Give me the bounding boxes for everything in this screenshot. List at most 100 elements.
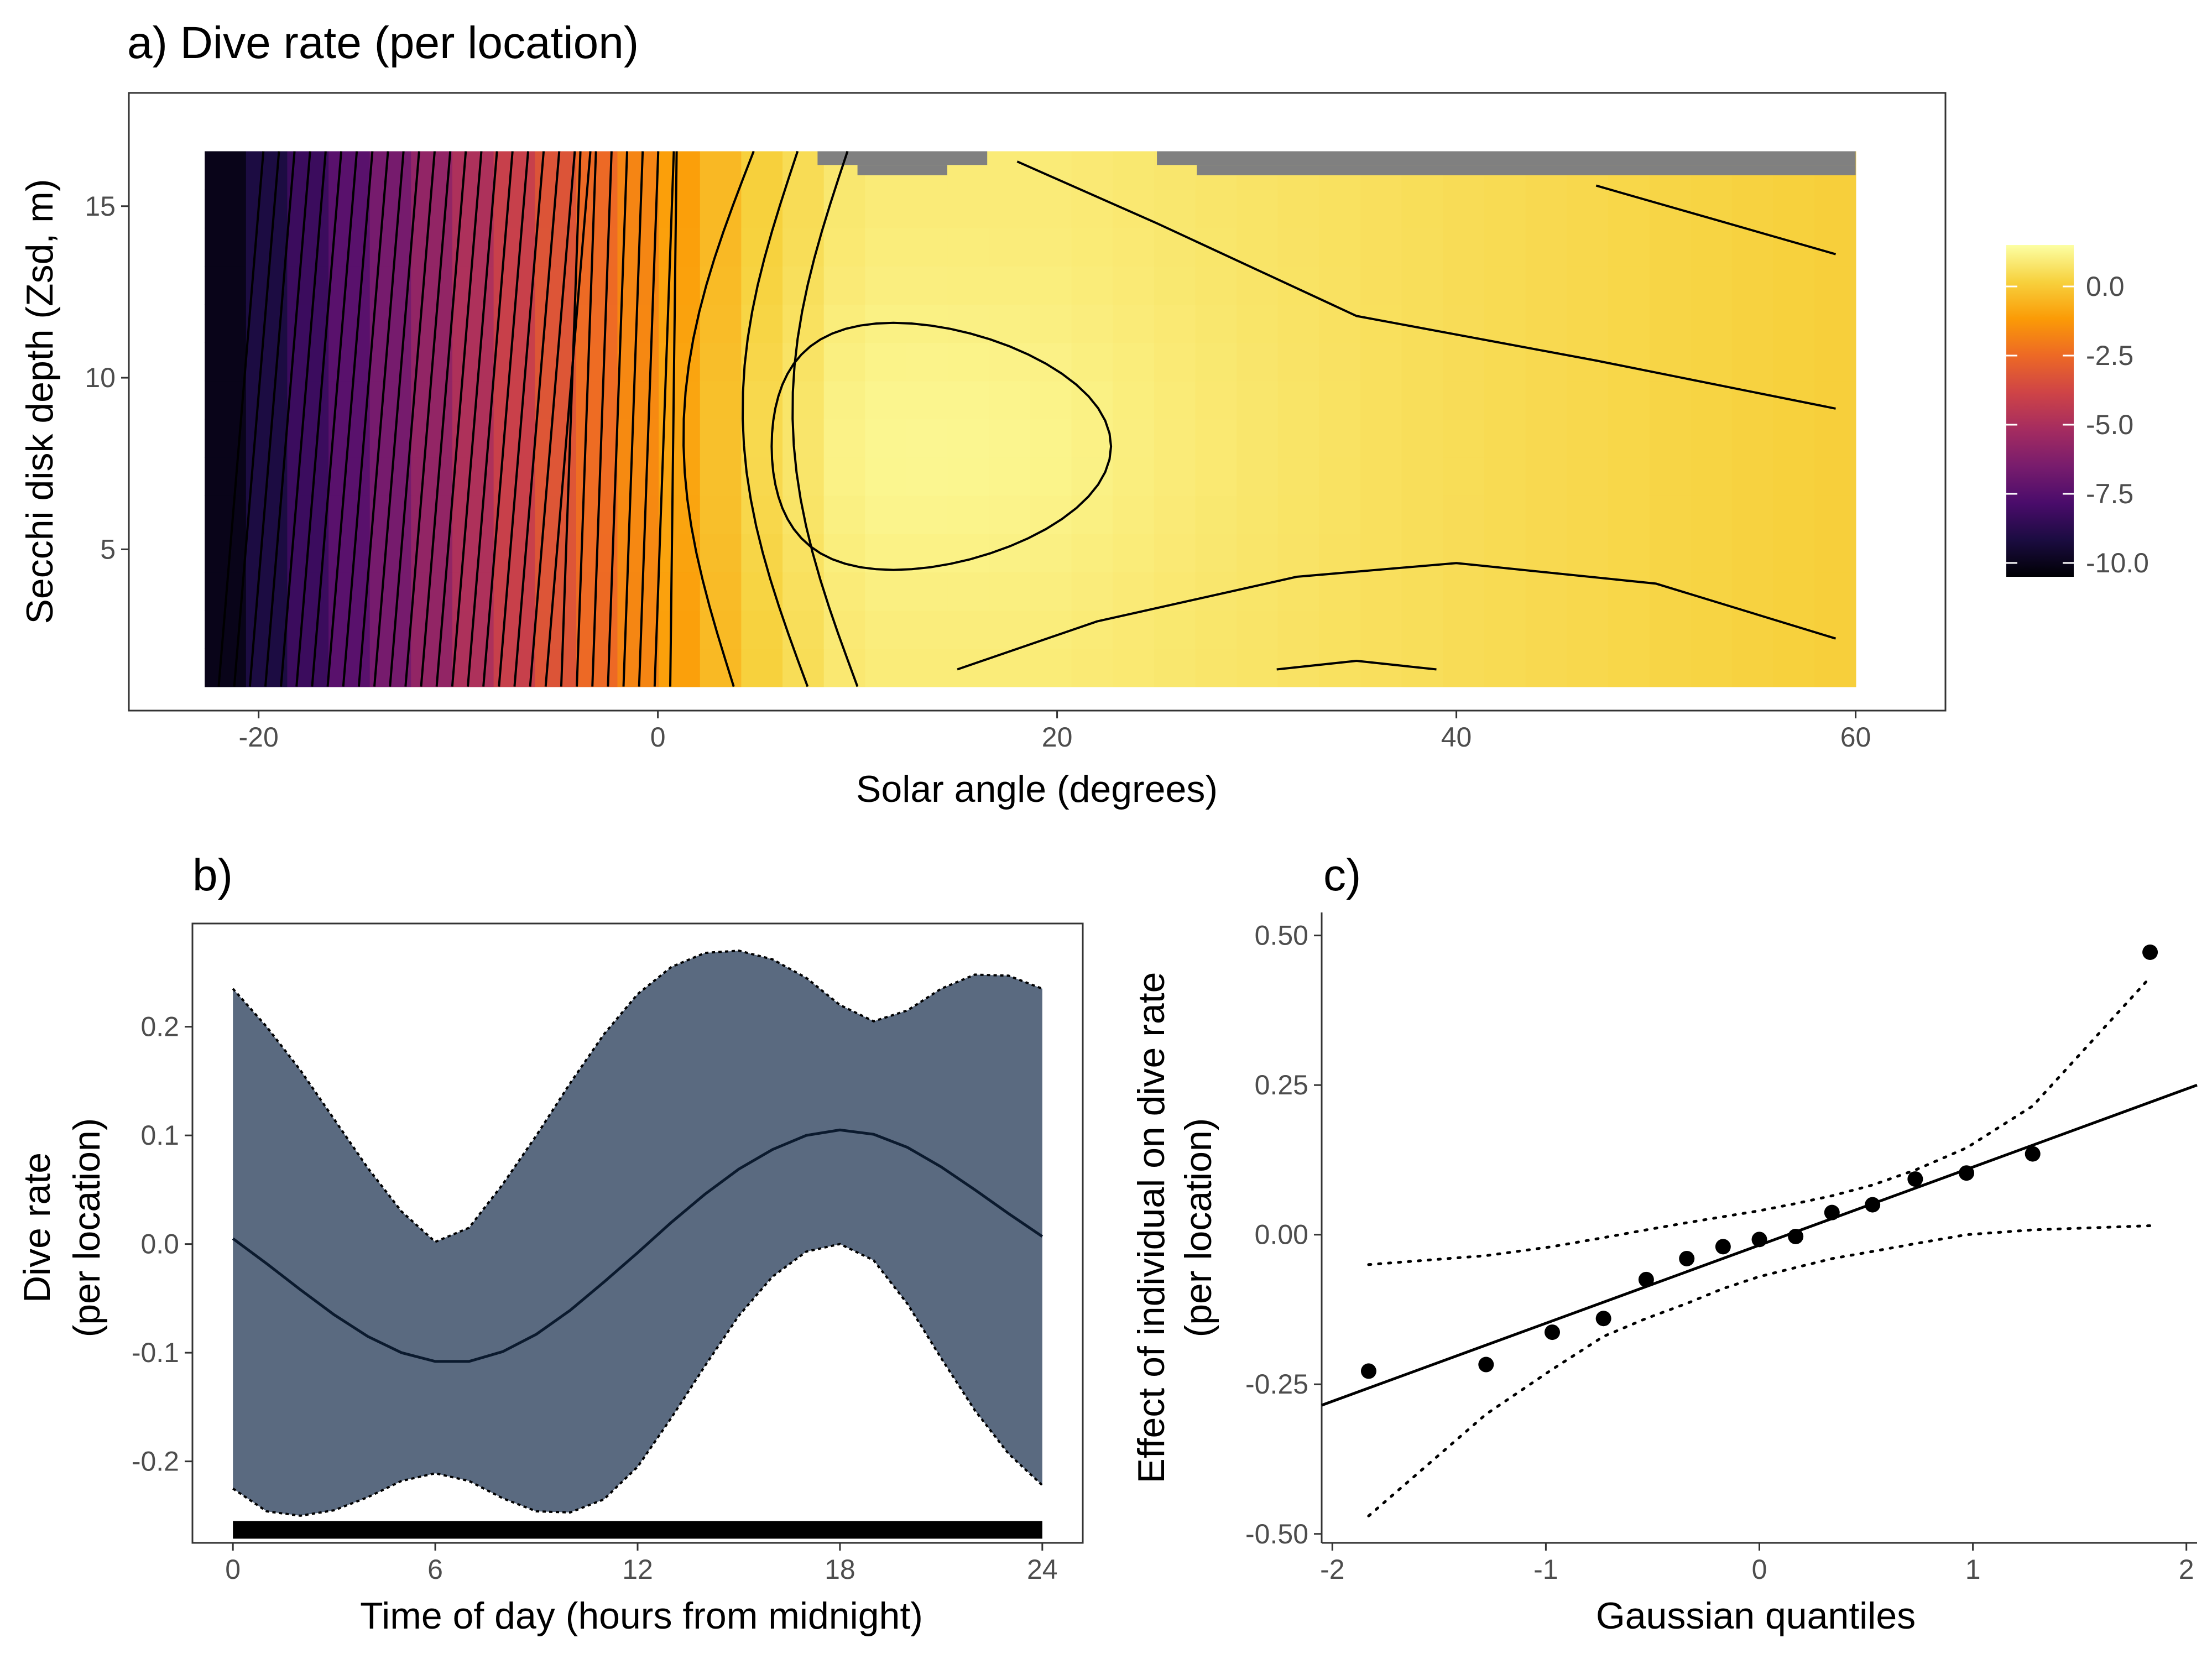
heatmap-cell bbox=[1030, 189, 1072, 228]
x-tick-label: -1 bbox=[1533, 1554, 1558, 1585]
heatmap-cell bbox=[1071, 495, 1114, 534]
y-tick-label: 0.0 bbox=[140, 1229, 179, 1260]
heatmap-cell bbox=[205, 380, 247, 420]
heatmap-cell bbox=[782, 610, 825, 649]
heatmap-cell bbox=[1401, 265, 1444, 305]
contour-line bbox=[529, 151, 576, 687]
contour-line bbox=[1595, 184, 1837, 255]
heatmap-no-data-regions bbox=[817, 151, 1856, 175]
heatmap-cell bbox=[947, 227, 990, 267]
heatmap-cell bbox=[576, 419, 618, 458]
panel-a-border bbox=[128, 92, 1947, 712]
heatmap-cell bbox=[1277, 380, 1320, 420]
heatmap-cell bbox=[1277, 419, 1320, 458]
heatmap-cell bbox=[1649, 457, 1691, 496]
heatmap-cell bbox=[1030, 227, 1072, 267]
heatmap-cell bbox=[865, 380, 907, 420]
heatmap-cell bbox=[1814, 572, 1856, 611]
heatmap-cell bbox=[947, 495, 990, 534]
heatmap-cell bbox=[535, 495, 577, 534]
data-point bbox=[1595, 1311, 1611, 1327]
data-point bbox=[1679, 1250, 1695, 1266]
heatmap-cell bbox=[659, 151, 701, 190]
heatmap-cell bbox=[617, 572, 660, 611]
heatmap-cell bbox=[1649, 304, 1691, 343]
heatmap-cell bbox=[1443, 648, 1485, 687]
heatmap-cell bbox=[1608, 304, 1650, 343]
heatmap-cell bbox=[1525, 227, 1568, 267]
heatmap-cell bbox=[1277, 457, 1320, 496]
heatmap-cell bbox=[1030, 265, 1072, 305]
x-tick-label: 1 bbox=[1965, 1554, 1981, 1585]
heatmap-cell bbox=[989, 227, 1031, 267]
panel-a-x-axis: -20 0 20 40 60 bbox=[239, 711, 1871, 753]
heatmap-cell bbox=[1277, 534, 1320, 573]
heatmap-cell bbox=[328, 151, 371, 190]
heatmap-cell bbox=[947, 572, 990, 611]
heatmap-cell bbox=[823, 189, 866, 228]
heatmap-cell bbox=[1484, 189, 1526, 228]
heatmap-cell bbox=[1319, 304, 1361, 343]
heatmap-cell bbox=[1814, 610, 1856, 649]
heatmap-cell bbox=[947, 648, 990, 687]
heatmap-cell bbox=[205, 495, 247, 534]
heatmap-cell bbox=[1649, 419, 1691, 458]
heatmap-cell bbox=[1237, 572, 1279, 611]
heatmap-cell bbox=[1195, 457, 1237, 496]
heatmap-cell bbox=[989, 648, 1031, 687]
heatmap-cell bbox=[865, 227, 907, 267]
heatmap-cell bbox=[1113, 227, 1155, 267]
heatmap-cell bbox=[782, 572, 825, 611]
y-tick-label: 5 bbox=[100, 534, 116, 565]
y-tick-label: 15 bbox=[85, 191, 116, 222]
heatmap-cell bbox=[741, 419, 783, 458]
heatmap-cell bbox=[1154, 227, 1196, 267]
heatmap-cell bbox=[1319, 380, 1361, 420]
heatmap-cell bbox=[535, 227, 577, 267]
heatmap-cell bbox=[617, 151, 660, 190]
heatmap-cell bbox=[906, 380, 948, 420]
y-tick-label: 10 bbox=[85, 362, 116, 393]
heatmap-cell bbox=[1814, 648, 1856, 687]
heatmap-cell bbox=[1484, 380, 1526, 420]
heatmap-cell bbox=[1484, 457, 1526, 496]
heatmap-cell bbox=[823, 419, 866, 458]
heatmap-cell bbox=[1731, 189, 1774, 228]
heatmap-cell bbox=[205, 648, 247, 687]
heatmap-cell bbox=[369, 534, 412, 573]
heatmap-cell bbox=[328, 534, 371, 573]
heatmap-cell bbox=[659, 572, 701, 611]
heatmap-cell bbox=[1608, 419, 1650, 458]
confidence-band bbox=[233, 951, 1042, 1516]
heatmap-cell bbox=[617, 610, 660, 649]
heatmap-cell bbox=[1237, 189, 1279, 228]
heatmap-cell bbox=[1484, 304, 1526, 343]
heatmap-cell bbox=[369, 189, 412, 228]
heatmap-cell bbox=[741, 648, 783, 687]
heatmap-cell bbox=[1814, 227, 1856, 267]
heatmap-cell bbox=[1319, 610, 1361, 649]
heatmap-cell bbox=[205, 227, 247, 267]
heatmap-cell bbox=[1525, 380, 1568, 420]
heatmap-cell bbox=[1649, 189, 1691, 228]
panel-c-y-axis-label-line2: (per location) bbox=[1177, 1118, 1219, 1338]
heatmap-cell bbox=[782, 648, 825, 687]
heatmap-cell bbox=[576, 189, 618, 228]
heatmap-cell bbox=[1071, 227, 1114, 267]
heatmap-cell bbox=[1154, 380, 1196, 420]
heatmap-cell bbox=[1773, 342, 1815, 382]
heatmap-cell bbox=[493, 419, 536, 458]
no-data-cell bbox=[1197, 165, 1856, 175]
heatmap-cell bbox=[1360, 457, 1402, 496]
x-tick-label: 60 bbox=[1840, 722, 1871, 753]
heatmap-cell bbox=[1443, 380, 1485, 420]
heatmap-cell bbox=[741, 380, 783, 420]
heatmap-cell bbox=[1319, 265, 1361, 305]
heatmap-cell bbox=[287, 648, 329, 687]
colorbar-tick-label: -2.5 bbox=[2086, 340, 2133, 371]
heatmap-cell bbox=[452, 151, 494, 190]
heatmap-cell bbox=[1195, 342, 1237, 382]
rug-bar bbox=[233, 1521, 1042, 1539]
heatmap-cell bbox=[1154, 304, 1196, 343]
heatmap-cell bbox=[1360, 495, 1402, 534]
